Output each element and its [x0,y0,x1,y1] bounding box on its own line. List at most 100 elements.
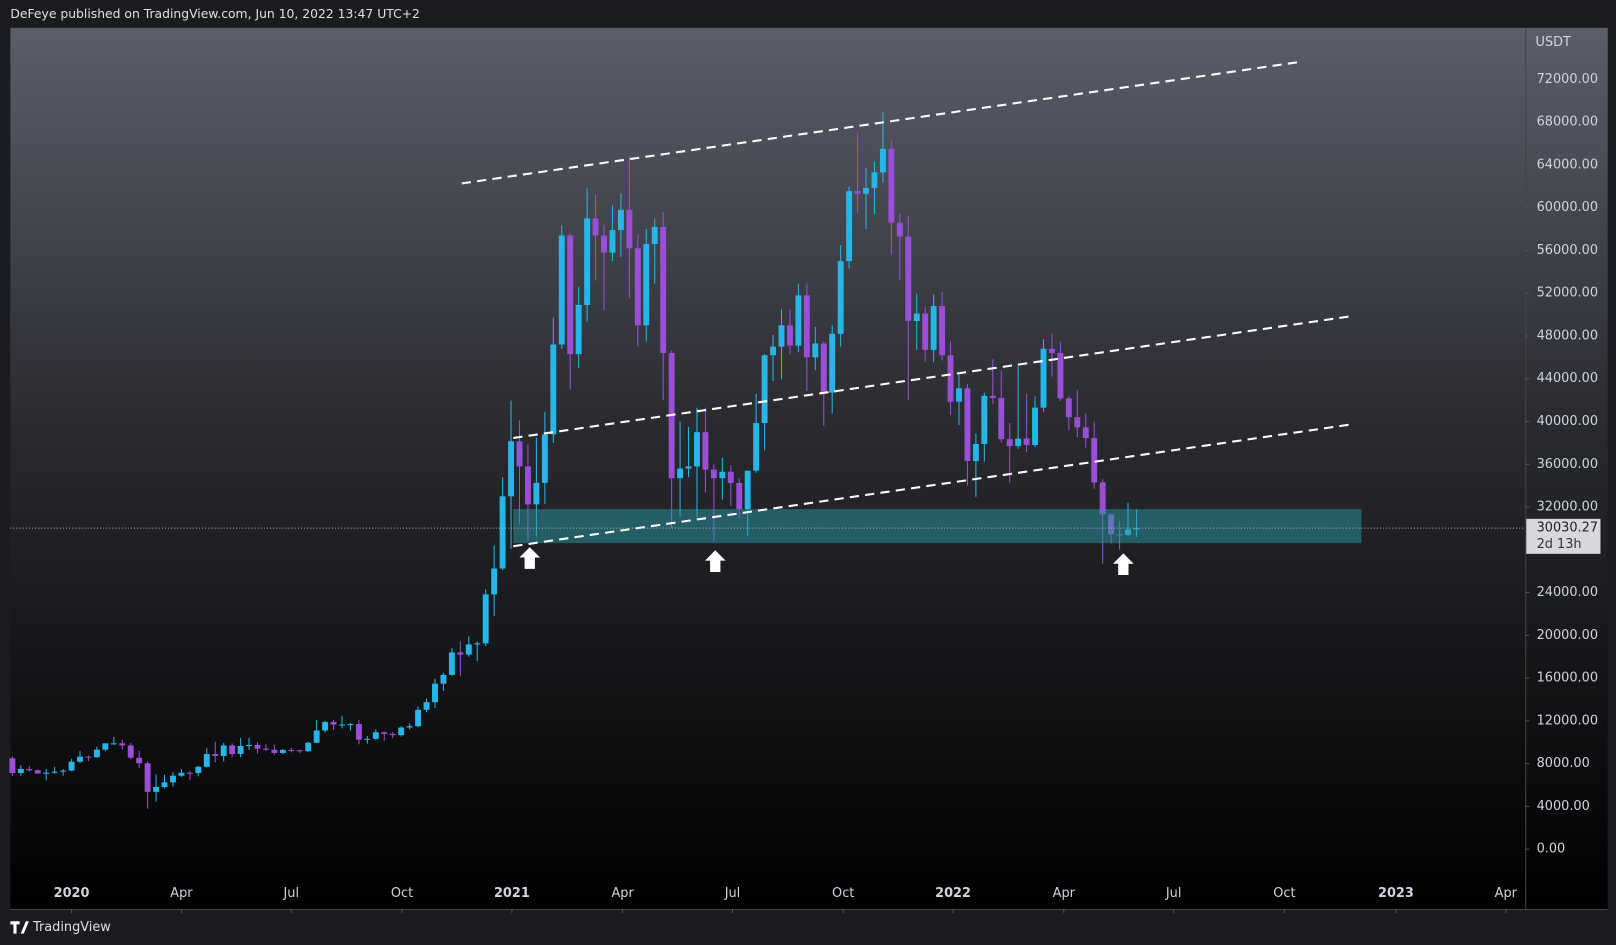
candle [550,317,557,443]
body [998,397,1005,440]
body [871,172,878,188]
candle [322,720,329,733]
candle [677,421,684,517]
body [93,749,100,758]
y-tick-label: 68000.00 [1537,115,1598,130]
body [220,745,227,756]
arrow [1113,553,1134,576]
candle [127,742,134,760]
body [744,470,751,510]
body [1023,438,1030,446]
body [60,770,67,772]
body [330,721,337,725]
body [415,709,422,727]
candle [457,641,464,676]
body [964,388,971,462]
body [972,443,979,462]
body [803,295,810,358]
candle [17,765,24,776]
candle [296,749,303,753]
x-tick-label: Jul [724,886,741,901]
body [254,744,261,749]
body [1048,348,1055,354]
body [499,496,506,569]
x-tick-label: Apr [170,886,193,901]
body [482,594,489,644]
body [186,772,193,774]
body [719,471,726,479]
candle [863,168,869,230]
body [567,235,574,355]
body [178,772,185,776]
body [558,235,565,345]
body [651,226,658,245]
x-tick-label: Apr [611,886,634,901]
x-tick-label: 2021 [494,886,530,901]
body [837,261,844,334]
candle [626,155,633,299]
candle [719,457,726,500]
candle [829,325,836,414]
body [854,191,861,194]
body [820,343,827,393]
candle [279,748,286,755]
body [389,733,396,736]
candle [592,194,599,281]
x-tick-label: Apr [1053,886,1076,901]
body [584,218,591,305]
body [939,306,946,356]
body [229,745,236,755]
body [102,743,109,750]
body [26,768,33,771]
body [626,209,633,249]
body [922,313,929,350]
body [1074,417,1081,428]
plot-background [10,27,1608,909]
candle [102,743,109,752]
body [1091,438,1098,483]
body [203,754,210,767]
candle [262,744,269,751]
candle [1023,393,1030,452]
body [1057,353,1064,399]
x-tick-label: Oct [1273,886,1295,901]
body [136,757,143,764]
candle [271,744,278,755]
candle [423,698,430,713]
candle [482,589,489,647]
candle [1006,423,1013,483]
candle [702,407,709,493]
candle [60,768,67,776]
body [17,768,24,774]
candle [9,756,16,776]
body [347,724,354,726]
body [896,222,903,237]
candle [305,741,312,752]
candle [601,224,607,311]
body [296,750,303,752]
candle [465,636,472,657]
body [288,749,295,751]
y-tick-label: 60000.00 [1537,200,1598,215]
body [829,333,836,393]
body [761,355,768,424]
candle [609,205,616,262]
candle [812,326,819,371]
body [592,218,599,236]
body [770,346,777,356]
y-tick-label: 72000.00 [1537,72,1598,87]
body [279,749,286,753]
body [550,344,557,435]
candle [972,433,979,497]
candle [956,373,962,426]
candle [144,761,151,809]
candle [846,186,853,269]
body [786,325,793,346]
candle [803,283,810,392]
candle [1040,339,1047,412]
body [533,482,540,505]
candle [51,766,58,774]
body [643,244,650,326]
body [440,674,447,684]
